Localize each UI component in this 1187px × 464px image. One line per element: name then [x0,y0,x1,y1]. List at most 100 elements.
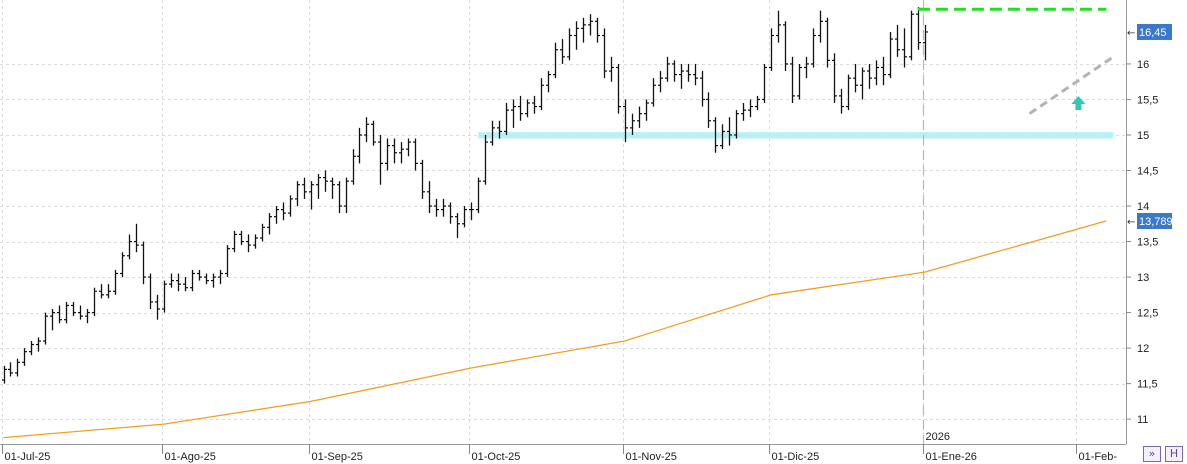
ohlc-bar [469,202,474,221]
ohlc-bar [385,138,390,171]
ohlc-bar [330,177,335,199]
ohlc-bar [700,71,705,107]
ohlc-bar [57,305,62,324]
ohlc-bars [2,7,928,384]
ohlc-bar [260,223,265,242]
ohlc-bar [155,294,160,320]
ohlc-bar [783,21,788,72]
ohlc-bar [295,181,300,207]
ohlc-bar [497,120,502,139]
ohlc-bar [378,134,383,185]
ohlc-bar [427,181,432,214]
ohlc-bar [539,78,544,111]
plot-background [0,0,1126,444]
scroll-right-button[interactable]: » [1143,446,1161,462]
ohlc-bar [504,103,509,135]
ohlc-bar [790,56,795,104]
ohlc-bar [92,287,97,317]
ohlc-bar [441,198,446,217]
ohlc-bar [476,177,481,214]
time-axis: 01-Jul-25 01-Ago-25 01-Sep-25 01-Oct-25 01-N… [2,444,1118,463]
ohlc-bar [323,170,328,192]
ohlc-bar [860,67,865,100]
ohlc-bar [895,24,900,57]
ohlc-bar [741,103,746,121]
ohlc-bar [120,252,125,278]
ohlc-bar [713,117,718,153]
support-zone [478,132,1114,139]
price-badges: ← 16,45 ← 13,789 [1127,23,1173,230]
ohlc-bar [309,181,314,210]
ohlc-bar [183,277,188,292]
ohlc-bar [43,312,48,345]
ohlc-bar [36,337,41,352]
ohlc-bar [818,10,823,43]
ohlc-bar [483,134,488,185]
ohlc-bar [246,234,251,253]
ohlc-bar [518,95,523,121]
ohlc-bar [881,56,886,86]
ohlc-bar [176,273,181,292]
ohlc-bar [902,28,907,68]
ohlc-bar [15,358,20,377]
ohlc-bar [455,213,460,238]
ohlc-bar [337,181,342,214]
ohlc-bar [797,63,802,100]
ohlc-bar [511,99,516,128]
ohlc-bar [253,234,258,249]
ohlc-bar [755,95,760,111]
ohlc-bar [553,42,558,79]
ohlc-bar [99,284,104,299]
year-label: 2026 [926,431,950,443]
ohlc-bar [665,56,670,82]
time-tick-label: 01-Feb- [1079,451,1118,463]
time-tick-label: 01-Ene-26 [926,451,977,463]
price-tick-label: 16 [1137,59,1149,71]
ohlc-bar [64,301,69,324]
ohlc-bar [434,198,439,217]
ohlc-bar [190,269,195,292]
ohlc-bar [211,273,216,288]
price-tick-label: 13 [1137,272,1149,284]
ohlc-bar [672,60,677,82]
ohlc-bar [846,74,851,111]
ohlc-bar [867,63,872,89]
time-tick-label: 01-Sep-25 [312,451,363,463]
ohlc-bar [874,60,879,86]
grid [0,0,1126,444]
ohlc-bar [720,124,725,150]
price-tick-label: 12,5 [1137,308,1158,320]
ohlc-bar [288,195,293,217]
ohlc-bar [71,301,76,317]
h-mode-button[interactable]: H [1165,446,1183,462]
price-tick-label: 11,5 [1137,379,1158,391]
ohlc-bar [420,159,425,199]
moving-average-price-label: 13,789 [1139,216,1173,228]
ohlc-bar [371,120,376,146]
ohlc-bar [651,78,656,107]
ohlc-bar [560,39,565,64]
ohlc-bar [169,273,174,288]
moving-average-line [3,220,1107,439]
ohlc-bar [344,177,349,214]
ohlc-bar [392,138,397,164]
ohlc-bar [490,120,495,146]
ohlc-bar [448,202,453,224]
ohlc-bar [679,63,684,89]
ohlc-bar [811,28,816,68]
ohlc-bar [574,21,579,50]
ohlc-bar [462,206,467,228]
time-tick-label: 01-Oct-25 [472,451,521,463]
ohlc-bar [609,56,614,82]
ohlc-bar [923,24,928,61]
ohlc-bar [399,142,404,164]
ohlc-bar [839,88,844,114]
ohlc-bar [274,206,279,224]
ohlc-bar [686,63,691,82]
ohlc-bar [29,340,34,356]
ohlc-bar [85,309,90,324]
ohlc-bar [630,113,635,135]
ohlc-bar [364,117,369,143]
ohlc-bar [113,269,118,295]
